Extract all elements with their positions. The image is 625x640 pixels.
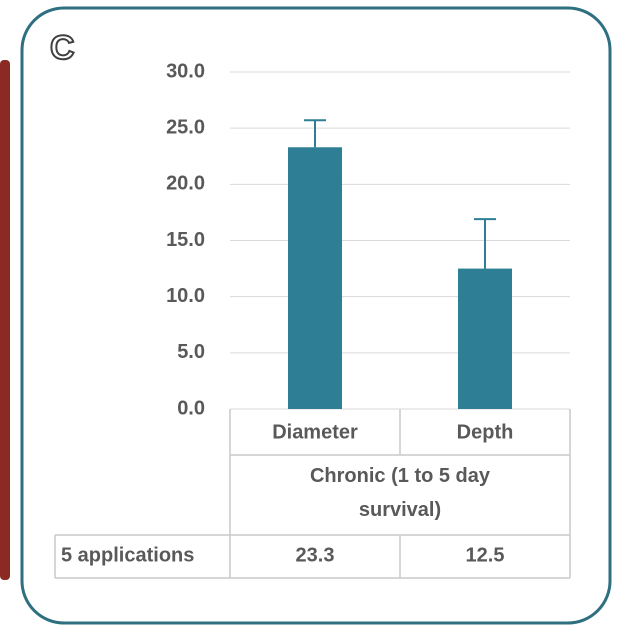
bar <box>458 269 512 409</box>
neighbor-panel-edge <box>0 60 10 580</box>
x-tick-label: Diameter <box>272 421 358 443</box>
x-tick-label: Depth <box>457 421 514 443</box>
group-label: Chronic (1 to 5 day survival) <box>230 459 570 527</box>
y-tick-label: 20.0 <box>166 173 205 195</box>
y-tick-label: 5.0 <box>177 341 205 363</box>
y-tick-label: 0.0 <box>177 397 205 419</box>
table-value: 12.5 <box>466 544 505 566</box>
page: {"chart_data": {"type": "bar", "panel_la… <box>0 0 625 635</box>
bar <box>288 147 342 409</box>
y-tick-label: 15.0 <box>166 229 205 251</box>
table-value: 23.3 <box>296 544 335 566</box>
y-tick-label: 25.0 <box>166 116 205 138</box>
group-label-box: Chronic (1 to 5 day survival) <box>230 459 570 533</box>
chart: C 5 applications Chronic (1 to 5 day surv… <box>0 0 625 635</box>
y-tick-label: 10.0 <box>166 285 205 307</box>
panel-label: C <box>50 29 75 67</box>
legend-label: 5 applications <box>61 544 194 566</box>
y-tick-label: 30.0 <box>166 60 205 82</box>
